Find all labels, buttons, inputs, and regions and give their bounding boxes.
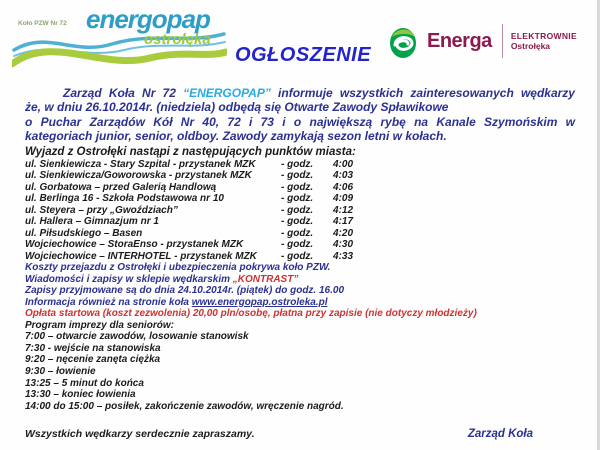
pickup-time: 4:17 [333, 216, 354, 228]
pickup-row: ul. Sienkiewicza - Stary Szpital - przys… [25, 159, 575, 171]
closing-text: Wszystkich wędkarzy serdecznie zapraszam… [25, 428, 255, 441]
pickup-row: ul. Sienkiewicza/Goworowska - przystanek… [25, 170, 575, 182]
pickup-godz-label: - godz. [281, 250, 314, 262]
website-link[interactable]: www.energopap.ostroleka.pl [191, 296, 328, 308]
program-item: 9:30 – łowienie [25, 366, 96, 377]
pickup-place: ul. Sienkiewicza/Goworowska - przystanek… [25, 170, 252, 182]
wave-graphic-icon [12, 32, 227, 68]
pickup-godz-label: - godz. [281, 170, 314, 182]
pickup-godz-label: - godz. [281, 193, 314, 205]
intro-line4: kategoriach junior, senior, oldboy. Zawo… [25, 129, 447, 144]
header: Koło PZW Nr 72 energopap ostrołęka OGŁOS… [0, 0, 597, 80]
pickup-time: 4:12 [333, 204, 354, 216]
pickup-place: ul. Berlinga 16 - Szkoła Podstawowa nr 1… [25, 193, 224, 205]
intro-line2: że, w dniu 26.10.2014r. (niedziela) odbę… [25, 100, 449, 115]
intro-line1: Zarząd Koła Nr 72 “ENERGOPAP” informuje … [25, 86, 575, 100]
pickup-godz-label: - godz. [281, 239, 314, 251]
energa-divider [501, 24, 503, 58]
program-item: 7:30 - wejście na stanowiska [25, 342, 161, 354]
intro-lead: Zarząd Koła Nr 72 [63, 86, 176, 100]
note-website: Informacja również na stronie koła www.e… [25, 297, 575, 309]
club-logo: Koło PZW Nr 72 energopap ostrołęka [12, 4, 247, 74]
pickup-godz-label: - godz. [281, 181, 314, 193]
program-item: 13:30 – koniec łowienia [25, 389, 136, 401]
pickup-place: ul. Gorbatowa – przed Galerią Handlową [25, 181, 217, 193]
energa-logo: Energa ELEKTROWNIE Ostrołęka [386, 18, 577, 64]
pickup-time: 4:09 [333, 193, 354, 205]
pickup-row: ul. Gorbatowa – przed Galerią Handlową - … [25, 182, 575, 194]
pickup-place: Wojciechowice – INTERHOTEL - przystanek … [25, 250, 257, 262]
program-heading: Program imprezy dla seniorów: [25, 319, 174, 331]
pickup-time: 4:30 [333, 239, 354, 251]
energa-unit-line1: ELEKTROWNIE [510, 31, 577, 41]
intro-paragraph: Zarząd Koła Nr 72 “ENERGOPAP” informuje … [25, 86, 575, 144]
shop-name: „KONTRAST” [232, 273, 299, 285]
program-item: 7:00 – otwarcie zawodów, losowanie stano… [25, 331, 249, 343]
pickup-place: ul. Piłsudskiego – Basen [25, 227, 143, 239]
pickup-place: ul. Sienkiewicza - Stary Szpital - przys… [25, 158, 256, 170]
pickup-time: 4:03 [333, 170, 354, 182]
note-website-text: Informacja również na stronie koła [25, 296, 192, 308]
energa-swirl-icon [390, 28, 416, 58]
note-costs: Koszty przejazdu z Ostrołęki i ubezpiecz… [25, 262, 331, 274]
pickup-list: ul. Sienkiewicza - Stary Szpital - przys… [25, 159, 575, 263]
footer: Wszystkich wędkarzy serdecznie zapraszam… [25, 428, 575, 440]
note-signup: Zapisy przyjmowane są do dnia 24.10.2014… [25, 285, 345, 297]
energa-unit-label: ELEKTROWNIE Ostrołęka [511, 31, 577, 51]
pickup-row: ul. Piłsudskiego – Basen - godz. 4:20 [25, 228, 575, 240]
signature-text: Zarząd Koła [467, 428, 533, 441]
pickup-time: 4:00 [333, 158, 354, 170]
pickup-row: ul. Berlinga 16 - Szkoła Podstawowa nr 1… [25, 193, 575, 205]
logo-city-label: ostrołęka [144, 31, 211, 48]
pickup-time: 4:33 [333, 250, 354, 262]
pickup-time: 4:06 [333, 181, 354, 193]
pickup-godz-label: - godz. [281, 227, 314, 239]
pickup-time: 4:20 [333, 227, 354, 239]
intro-line1-rest: informuje wszystkich zainteresowanych wę… [278, 86, 575, 100]
pickup-row: Wojciechowice – StoraEnso - przystanek M… [25, 239, 575, 251]
note-fee: Opłata startowa (koszt zezwolenia) 20,00… [25, 308, 477, 320]
note-shop: Wiadomości i zapisy w sklepie wędkarskim… [25, 274, 575, 286]
notes-block: Koszty przejazdu z Ostrołęki i ubezpiecz… [25, 262, 575, 320]
logo-wordmark: energopap [86, 4, 211, 34]
pickup-godz-label: - godz. [281, 158, 314, 170]
energa-name-label: Energa [427, 29, 492, 52]
pickup-row: ul. Hallera – Gimnazjum nr 1 - godz. 4:17 [25, 216, 575, 228]
program-block: Program imprezy dla seniorów: 7:00 – otw… [25, 320, 575, 413]
pickup-godz-label: - godz. [281, 204, 314, 216]
document-body: Zarząd Koła Nr 72 “ENERGOPAP” informuje … [25, 86, 575, 440]
note-shop-text: Wiadomości i zapisy w sklepie wędkarskim [25, 273, 233, 285]
program-item: 9:20 – nęcenie zanęta ciężka [25, 354, 161, 366]
pickup-heading: Wyjazd z Ostrołęki nastąpi z następujący… [25, 145, 356, 158]
page-title: OGŁOSZENIE [234, 44, 372, 66]
club-number-label: Koło PZW Nr 72 [18, 20, 67, 27]
program-item: 13:25 – 5 minut do końca [25, 377, 144, 389]
pickup-row: Wojciechowice – INTERHOTEL - przystanek … [25, 251, 575, 263]
pickup-row: ul. Steyera – przy „Gwoździach” - godz. 4:… [25, 205, 575, 217]
pickup-place: Wojciechowice – StoraEnso - przystanek M… [25, 239, 244, 251]
pickup-godz-label: - godz. [281, 216, 314, 228]
pickup-place: ul. Steyera – przy „Gwoździach” [25, 204, 178, 216]
pickup-place: ul. Hallera – Gimnazjum nr 1 [25, 216, 159, 228]
brand-name: “ENERGOPAP” [183, 86, 271, 100]
intro-line3: o Puchar Zarządów Kół Nr 40, 72 i 73 i o… [25, 114, 575, 129]
program-item: 14:00 do 15:00 – posiłek, zakończenie za… [25, 400, 344, 412]
energa-unit-line2: Ostrołęka [510, 41, 551, 51]
